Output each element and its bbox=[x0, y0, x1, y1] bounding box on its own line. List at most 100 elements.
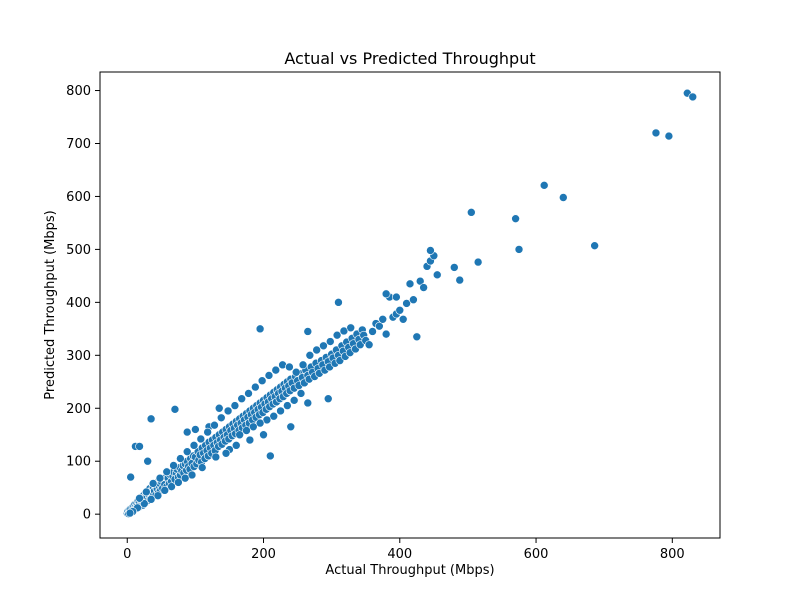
data-point-299 bbox=[346, 323, 356, 333]
data-point-277 bbox=[196, 434, 206, 444]
data-point-284 bbox=[244, 389, 253, 398]
y-tick-label-700: 700 bbox=[66, 137, 91, 152]
x-axis: 0 200 400 600 800 bbox=[123, 538, 685, 562]
x-tick-label-600: 600 bbox=[524, 547, 549, 562]
y-tick-label-100: 100 bbox=[66, 455, 91, 470]
data-point-283 bbox=[237, 394, 247, 404]
x-tick-label-800: 800 bbox=[660, 547, 685, 562]
data-point-241 bbox=[303, 327, 313, 336]
data-point-258 bbox=[180, 473, 190, 483]
x-tick-label-0: 0 bbox=[123, 547, 131, 562]
y-tick-label-500: 500 bbox=[66, 243, 91, 258]
data-point-210 bbox=[368, 327, 377, 336]
data-point-219 bbox=[398, 314, 408, 324]
data-point-302 bbox=[283, 401, 292, 410]
data-point-290 bbox=[285, 362, 294, 372]
data-point-212 bbox=[375, 321, 384, 331]
y-axis-label: Predicted Throughput (Mbps) bbox=[43, 210, 58, 399]
data-point-301 bbox=[296, 389, 306, 398]
data-point-261 bbox=[160, 486, 170, 495]
data-point-275 bbox=[182, 447, 192, 456]
data-point-288 bbox=[271, 365, 281, 375]
data-point-249 bbox=[303, 398, 313, 408]
data-point-287 bbox=[264, 371, 274, 380]
data-point-297 bbox=[332, 330, 342, 340]
data-point-304 bbox=[269, 411, 279, 421]
data-point-234 bbox=[126, 472, 135, 482]
data-point-250 bbox=[323, 394, 333, 404]
data-point-318 bbox=[590, 241, 599, 250]
data-point-311 bbox=[455, 275, 465, 285]
data-point-262 bbox=[153, 491, 163, 500]
y-tick-label-300: 300 bbox=[66, 349, 91, 364]
data-point-246 bbox=[266, 451, 275, 461]
x-tick-label-200: 200 bbox=[251, 547, 276, 562]
data-point-271 bbox=[155, 473, 165, 483]
data-point-270 bbox=[148, 479, 158, 488]
data-point-251 bbox=[259, 430, 268, 440]
data-point-314 bbox=[511, 214, 520, 223]
data-point-213 bbox=[378, 314, 388, 324]
data-point-240 bbox=[255, 324, 265, 334]
data-point-225 bbox=[419, 283, 428, 292]
data-point-244 bbox=[392, 292, 401, 302]
data-point-231 bbox=[146, 414, 156, 424]
data-point-255 bbox=[211, 452, 221, 462]
data-point-316 bbox=[539, 181, 549, 190]
x-tick-label-400: 400 bbox=[387, 547, 412, 562]
data-point-233 bbox=[135, 442, 144, 451]
data-point-292 bbox=[298, 360, 308, 370]
data-point-223 bbox=[412, 332, 422, 342]
data-point-322 bbox=[688, 92, 698, 102]
data-point-308 bbox=[242, 426, 251, 435]
data-point-303 bbox=[276, 406, 285, 416]
data-point-273 bbox=[169, 461, 178, 470]
data-point-235 bbox=[170, 405, 180, 414]
data-point-306 bbox=[255, 418, 265, 428]
data-point-252 bbox=[231, 441, 241, 450]
data-point-263 bbox=[146, 495, 156, 504]
data-point-300 bbox=[289, 396, 299, 405]
data-point-222 bbox=[409, 295, 418, 305]
plot-frame bbox=[99, 71, 721, 539]
y-tick-label-0: 0 bbox=[83, 508, 91, 523]
data-point-281 bbox=[223, 406, 233, 416]
data-point-267 bbox=[125, 508, 135, 518]
y-tick-label-400: 400 bbox=[66, 296, 91, 311]
data-point-274 bbox=[176, 454, 185, 463]
data-point-285 bbox=[251, 382, 260, 392]
data-point-221 bbox=[405, 279, 415, 289]
data-point-218 bbox=[395, 305, 405, 315]
data-point-307 bbox=[249, 422, 258, 432]
data-point-236 bbox=[182, 427, 192, 437]
data-point-272 bbox=[162, 467, 172, 477]
chart-title: Actual vs Predicted Throughput bbox=[284, 49, 535, 68]
data-point-209 bbox=[364, 340, 374, 350]
data-point-230 bbox=[143, 456, 152, 466]
data-point-320 bbox=[664, 131, 674, 141]
data-point-254 bbox=[221, 448, 231, 458]
data-point-242 bbox=[334, 298, 343, 307]
data-point-310 bbox=[449, 263, 459, 272]
x-axis-label: Actual Throughput (Mbps) bbox=[325, 563, 494, 578]
data-point-291 bbox=[291, 367, 301, 377]
data-point-294 bbox=[312, 345, 321, 355]
data-point-259 bbox=[174, 478, 183, 487]
data-point-260 bbox=[167, 482, 176, 491]
y-tick-label-200: 200 bbox=[66, 402, 91, 417]
data-point-229 bbox=[432, 270, 442, 280]
data-point-247 bbox=[245, 435, 255, 445]
y-tick-label-800: 800 bbox=[66, 84, 91, 99]
data-point-237 bbox=[191, 425, 200, 434]
data-point-269 bbox=[142, 487, 151, 497]
data-point-276 bbox=[189, 441, 199, 450]
data-point-295 bbox=[319, 341, 328, 351]
data-point-280 bbox=[216, 413, 226, 423]
data-points bbox=[122, 88, 698, 518]
data-point-256 bbox=[197, 463, 207, 472]
data-point-278 bbox=[203, 427, 212, 437]
data-point-282 bbox=[230, 401, 240, 410]
data-point-245 bbox=[426, 246, 435, 255]
data-point-317 bbox=[558, 193, 568, 202]
